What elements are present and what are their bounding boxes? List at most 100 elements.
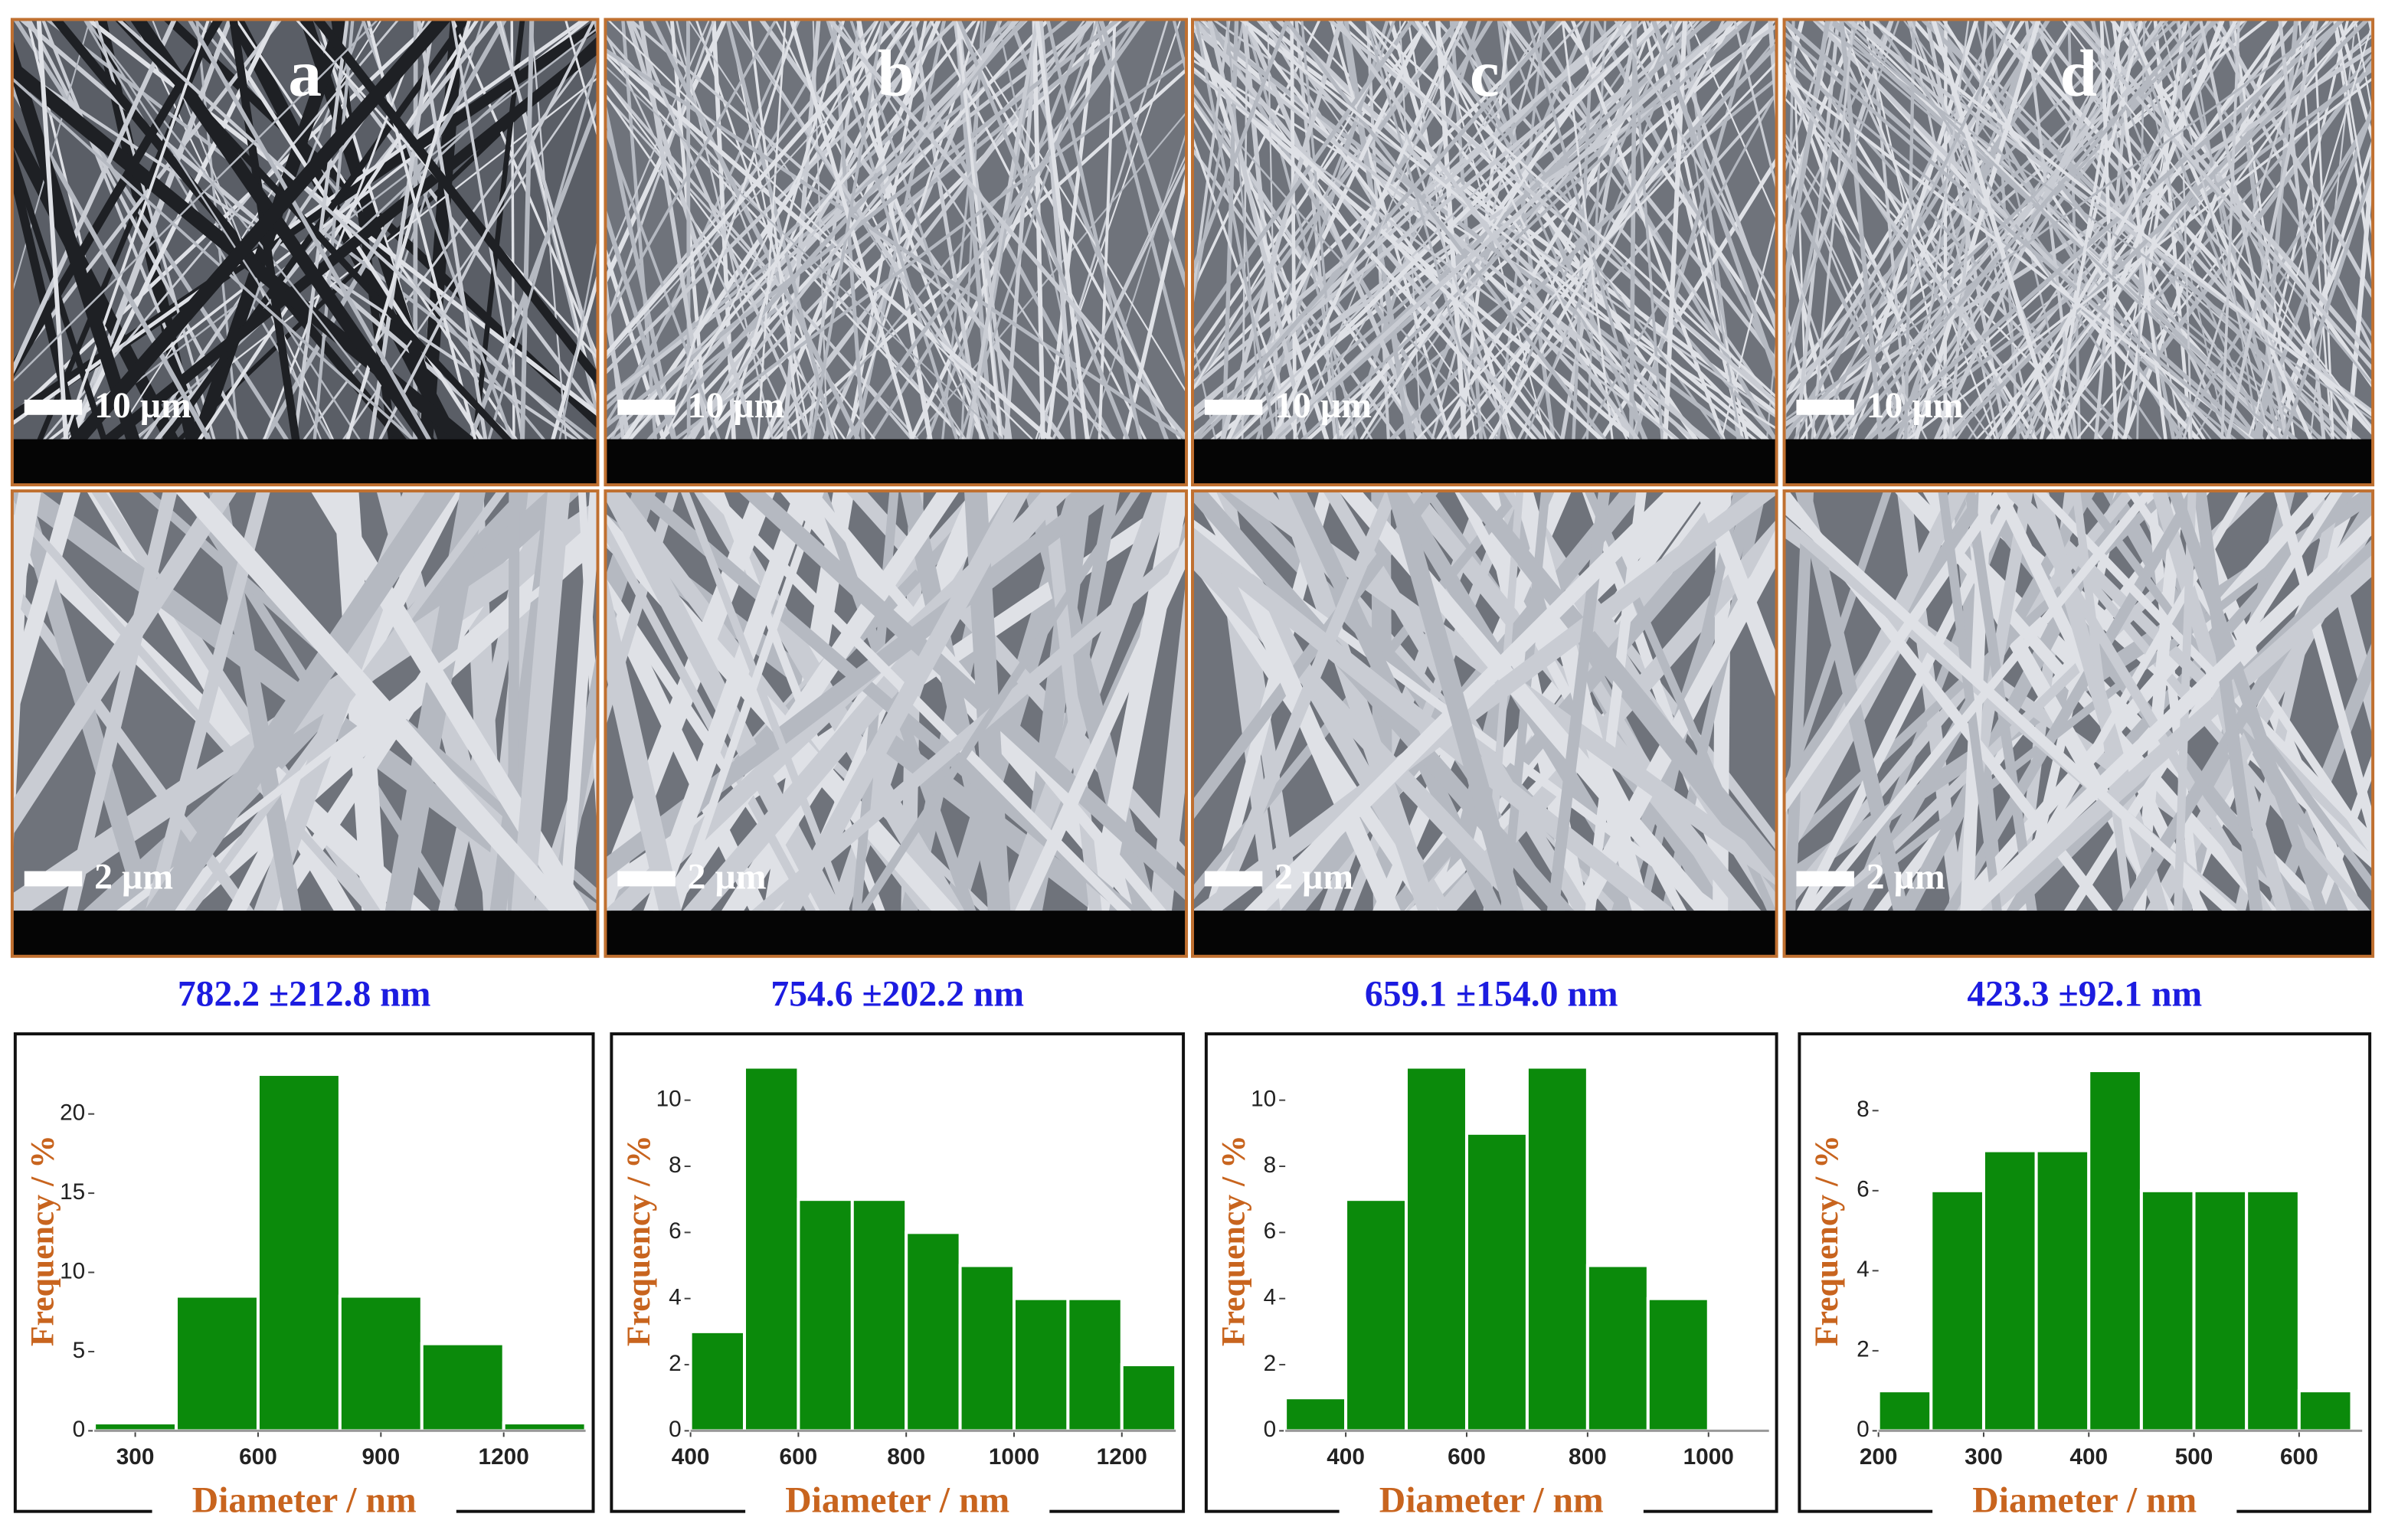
y-tick-label: 15 — [60, 1179, 85, 1205]
fiber — [508, 491, 520, 911]
fiber — [1290, 19, 1297, 440]
fiber — [629, 19, 814, 440]
fiber — [1784, 19, 1900, 355]
fiber — [1045, 19, 1143, 440]
fiber — [605, 19, 903, 359]
fiber — [11, 491, 237, 836]
fiber — [558, 234, 598, 440]
y-tick-label: 10 — [1251, 1087, 1276, 1112]
fiber — [1560, 19, 1640, 440]
bar — [93, 1421, 178, 1433]
sem-image: 10 µm a — [10, 18, 600, 487]
panel-border — [1191, 489, 1778, 958]
fiber — [2075, 19, 2374, 361]
scale-bar-label: 2 µm — [1274, 857, 1353, 897]
fiber — [366, 19, 477, 440]
fiber — [2046, 19, 2357, 440]
fiber — [1843, 19, 2203, 440]
y-tick-label: 6 — [669, 1218, 682, 1244]
fiber — [1948, 19, 1988, 440]
fiber — [487, 57, 598, 440]
fiber — [1902, 19, 2212, 440]
y-tick-label: 0 — [1264, 1417, 1277, 1442]
fiber — [312, 19, 355, 440]
fiber — [2258, 19, 2298, 440]
fiber — [1696, 491, 1777, 701]
x-tick-label: 400 — [2069, 1444, 2108, 1470]
y-tick-label: 8 — [1264, 1153, 1277, 1178]
fiber — [1238, 19, 1777, 417]
fiber — [1784, 78, 2061, 440]
fiber — [1294, 19, 1467, 440]
fiber — [2161, 19, 2374, 339]
fiber — [1192, 133, 1299, 440]
fiber — [605, 19, 778, 325]
fiber — [564, 19, 598, 141]
fiber — [1768, 19, 1777, 139]
scale-bar — [1796, 399, 1854, 415]
bar — [1585, 1264, 1650, 1433]
fibers — [11, 491, 598, 911]
fiber — [1868, 19, 2374, 418]
fiber — [1326, 19, 1777, 405]
bar — [1981, 1149, 2038, 1433]
fiber — [2309, 19, 2357, 440]
bar — [2245, 1189, 2301, 1433]
fiber — [1300, 19, 1752, 440]
fiber — [605, 491, 776, 911]
scale-bar-label: 2 µm — [94, 857, 173, 897]
fiber — [1034, 19, 1090, 440]
fiber — [605, 19, 716, 330]
panel-border — [1782, 489, 2375, 958]
fiber — [1546, 491, 1611, 911]
x-tick-label: 1000 — [1683, 1444, 1734, 1470]
fiber — [605, 31, 798, 440]
fiber — [1930, 19, 2061, 440]
x-tick-label: 300 — [116, 1444, 155, 1470]
fiber — [700, 491, 1132, 911]
chart-title: 754.6 ±202.2 nm — [770, 974, 1024, 1014]
fiber — [11, 36, 140, 440]
fiber — [725, 19, 846, 440]
y-tick-label: 2 — [669, 1351, 682, 1376]
scale-bar — [24, 399, 83, 415]
fiber — [685, 19, 1018, 440]
fiber — [132, 77, 598, 440]
y-axis-label: Frequency / % — [1808, 1135, 1845, 1346]
y-axis-label: Frequency / % — [25, 1135, 61, 1346]
scale-bar — [24, 871, 83, 887]
fiber — [1828, 19, 2190, 440]
fiber — [496, 19, 598, 374]
bar — [1464, 1131, 1529, 1433]
fiber — [1913, 19, 2041, 440]
x-label-gap — [1932, 1491, 2237, 1522]
fiber — [672, 56, 1187, 440]
fiber — [1192, 491, 1575, 911]
fiber — [11, 491, 81, 733]
fiber — [605, 521, 816, 911]
fiber — [758, 19, 1065, 440]
panel-label: c — [1470, 36, 1500, 110]
fiber — [1991, 19, 2020, 440]
fiber — [209, 19, 484, 440]
fiber — [2007, 491, 2272, 911]
fiber — [1784, 491, 1893, 809]
bar — [1120, 1363, 1178, 1433]
fiber — [1087, 491, 1187, 911]
fibers — [1192, 491, 1777, 911]
bar — [1344, 1198, 1408, 1433]
y-axis-label: Frequency / % — [620, 1135, 657, 1346]
fiber — [27, 19, 249, 440]
fiber — [1613, 19, 1777, 302]
fiber — [1194, 19, 1278, 440]
x-tick-label: 600 — [2280, 1444, 2318, 1470]
fiber — [1784, 19, 2041, 417]
bar — [1929, 1189, 1985, 1433]
sem-image: 2 µm — [1782, 489, 2375, 958]
fiber — [1343, 19, 1412, 440]
bar — [420, 1342, 505, 1433]
bar — [1646, 1296, 1710, 1433]
info-bar — [1192, 911, 1777, 956]
fiber — [1720, 214, 1777, 440]
fiber — [2354, 19, 2374, 122]
